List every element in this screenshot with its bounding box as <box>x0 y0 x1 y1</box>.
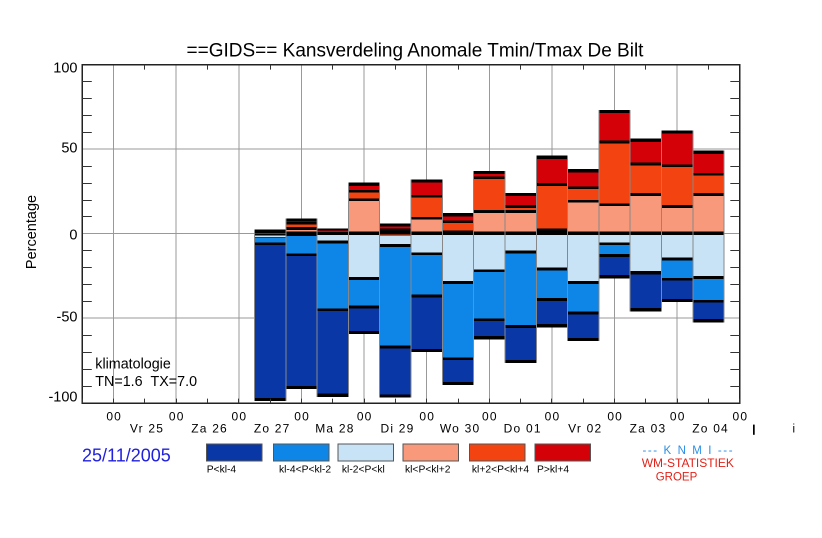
svg-text:00: 00 <box>232 410 248 424</box>
svg-text:Zo 27: Zo 27 <box>254 422 291 436</box>
svg-text:00: 00 <box>294 410 310 424</box>
svg-text:TN=1.6 TX=7.0: TN=1.6 TX=7.0 <box>95 374 197 390</box>
svg-text:Za 03: Za 03 <box>630 422 667 436</box>
svg-text:Wo 30: Wo 30 <box>440 422 480 436</box>
svg-text:i: i <box>793 424 796 436</box>
svg-text:Zo 04: Zo 04 <box>692 422 729 436</box>
svg-text:00: 00 <box>169 410 185 424</box>
svg-text:Percentage: Percentage <box>24 195 40 269</box>
svg-text:Za 26: Za 26 <box>191 422 228 436</box>
svg-text:00: 00 <box>357 410 373 424</box>
svg-text:kl+2<P<kl+4: kl+2<P<kl+4 <box>472 465 530 476</box>
svg-text:100: 100 <box>53 61 77 77</box>
svg-text:25/11/2005: 25/11/2005 <box>82 445 171 465</box>
svg-text:==GIDS== Kansverdeling Anomale: ==GIDS== Kansverdeling Anomale Tmin/Tmax… <box>187 41 645 62</box>
svg-text:GROEP: GROEP <box>656 472 698 484</box>
svg-text:kl-2<P<kl: kl-2<P<kl <box>342 465 385 476</box>
svg-text:Do 01: Do 01 <box>504 422 542 436</box>
svg-text:0: 0 <box>69 227 77 243</box>
svg-text:00: 00 <box>419 410 435 424</box>
svg-text:50: 50 <box>61 141 77 157</box>
svg-text:00: 00 <box>106 410 122 424</box>
svg-text:00: 00 <box>670 410 686 424</box>
svg-text:WM-STATISTIEK: WM-STATISTIEK <box>642 456 734 470</box>
svg-text:00: 00 <box>607 410 623 424</box>
svg-text:-100: -100 <box>48 390 77 406</box>
svg-text:kl<P<kl+2: kl<P<kl+2 <box>405 465 451 476</box>
svg-text:P<kl-4: P<kl-4 <box>207 465 237 476</box>
svg-text:Ma 28: Ma 28 <box>315 422 354 436</box>
svg-text:Vr 02: Vr 02 <box>568 422 602 436</box>
svg-text:Vr 25: Vr 25 <box>130 422 164 436</box>
svg-text:00: 00 <box>482 410 498 424</box>
svg-text:00: 00 <box>545 410 561 424</box>
svg-text:klimatologie: klimatologie <box>95 357 171 373</box>
svg-text:--- K N M I ---: --- K N M I --- <box>642 445 734 457</box>
svg-text:Di 29: Di 29 <box>380 422 414 436</box>
svg-text:P>kl+4: P>kl+4 <box>537 465 569 476</box>
svg-text:00: 00 <box>733 410 749 424</box>
svg-text:kl-4<P<kl-2: kl-4<P<kl-2 <box>279 465 331 476</box>
svg-text:-50: -50 <box>57 310 78 326</box>
